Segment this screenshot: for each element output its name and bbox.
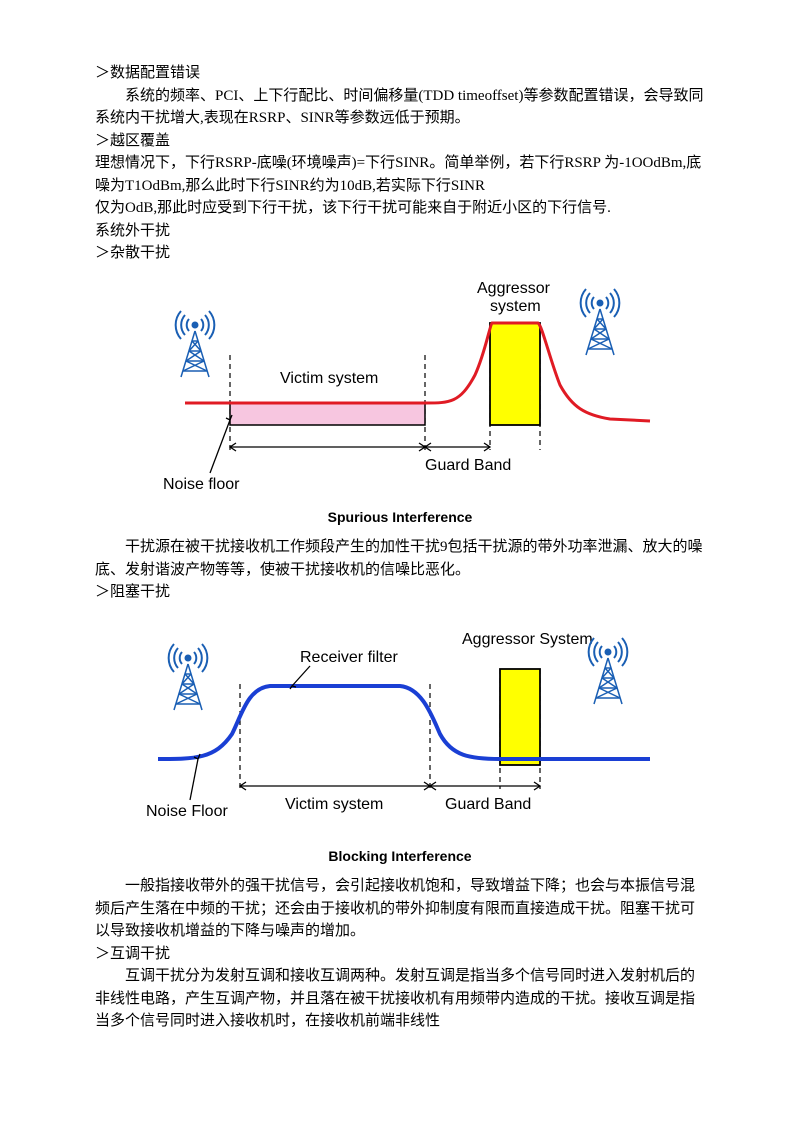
- label-victim-system-2: Victim system: [285, 796, 383, 813]
- label-noise-floor-2: Noise Floor: [146, 803, 228, 820]
- tower-right-icon: [581, 289, 620, 355]
- diagram-blocking-svg: Victim system Guard Band Noise Floor Agg…: [140, 614, 660, 839]
- document-page: ＞数据配置错误 系统的频率、PCI、上下行配比、时间偏移量(TDD timeof…: [0, 0, 800, 1131]
- label-guard-band-2: Guard Band: [445, 796, 531, 813]
- heading-data-config-error: ＞数据配置错误: [95, 62, 705, 85]
- heading-intermod: ＞互调干扰: [95, 943, 705, 966]
- para-intermod: 互调干扰分为发射互调和接收互调两种。发射互调是指当多个信号同时进入发射机后的非线…: [95, 965, 705, 1033]
- para-spurious: 干扰源在被干扰接收机工作频段产生的加性干扰9包括干扰源的带外功率泄漏、放大的噪底…: [95, 536, 705, 581]
- para-data-config-error: 系统的频率、PCI、上下行配比、时间偏移量(TDD timeoffset)等参数…: [95, 85, 705, 130]
- caption-spurious: Spurious Interference: [95, 507, 705, 528]
- para-cross-coverage-b: 仅为OdB,那此时应受到下行干扰，该下行干扰可能来自于附近小区的下行信号.: [95, 197, 705, 220]
- diagram-spurious: Victim system Guard Band Noise floor Agg…: [95, 275, 705, 529]
- label-noise-floor: Noise floor: [163, 476, 240, 493]
- tower-right-icon-2: [589, 638, 628, 704]
- label-guard-band: Guard Band: [425, 457, 511, 474]
- tower-left-icon-2: [169, 644, 208, 710]
- label-aggressor: Aggressor: [477, 280, 551, 297]
- caption-blocking: Blocking Interference: [95, 846, 705, 867]
- para-blocking: 一般指接收带外的强干扰信号，会引起接收机饱和，导致增益下降；也会与本振信号混频后…: [95, 875, 705, 943]
- label-aggressor-2: Aggressor System: [462, 631, 593, 648]
- diagram-spurious-svg: Victim system Guard Band Noise floor Agg…: [140, 275, 660, 500]
- heading-external-interference: 系统外干扰: [95, 220, 705, 243]
- heading-blocking: ＞阻塞干扰: [95, 581, 705, 604]
- label-receiver-filter: Receiver filter: [300, 649, 398, 666]
- label-victim-system: Victim system: [280, 370, 378, 387]
- tower-left-icon: [176, 311, 215, 377]
- heading-spurious: ＞杂散干扰: [95, 242, 705, 265]
- diagram-blocking: Victim system Guard Band Noise Floor Agg…: [95, 614, 705, 868]
- heading-cross-coverage: ＞越区覆盖: [95, 130, 705, 153]
- para-cross-coverage-a: 理想情况下，下行RSRP-底噪(环境噪声)=下行SINR。简单举例，若下行RSR…: [95, 152, 705, 197]
- label-aggressor-system: system: [490, 298, 541, 315]
